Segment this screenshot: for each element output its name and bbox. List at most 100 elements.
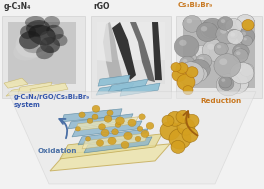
Ellipse shape <box>230 31 233 34</box>
Ellipse shape <box>46 25 64 39</box>
FancyBboxPatch shape <box>2 16 85 98</box>
FancyBboxPatch shape <box>183 20 255 88</box>
FancyBboxPatch shape <box>97 22 165 60</box>
Ellipse shape <box>221 78 225 82</box>
Ellipse shape <box>172 69 186 81</box>
Ellipse shape <box>237 28 255 44</box>
Ellipse shape <box>195 45 210 59</box>
FancyBboxPatch shape <box>91 16 171 98</box>
Ellipse shape <box>225 19 242 34</box>
Ellipse shape <box>107 110 113 116</box>
Ellipse shape <box>201 26 207 31</box>
Ellipse shape <box>229 32 234 36</box>
Polygon shape <box>18 82 52 94</box>
Polygon shape <box>112 22 136 80</box>
Ellipse shape <box>183 67 191 73</box>
Ellipse shape <box>40 37 60 53</box>
Ellipse shape <box>128 119 136 126</box>
Polygon shape <box>97 22 112 62</box>
Ellipse shape <box>171 63 181 72</box>
Ellipse shape <box>176 110 190 123</box>
Polygon shape <box>108 79 148 92</box>
Polygon shape <box>8 92 256 184</box>
Text: Oxidation: Oxidation <box>38 148 78 154</box>
Ellipse shape <box>229 76 237 82</box>
Ellipse shape <box>121 141 129 149</box>
Ellipse shape <box>108 137 116 145</box>
Ellipse shape <box>53 34 68 46</box>
Ellipse shape <box>202 18 223 38</box>
Ellipse shape <box>236 14 255 32</box>
Ellipse shape <box>230 33 235 37</box>
Ellipse shape <box>221 19 225 23</box>
Polygon shape <box>62 109 122 122</box>
Polygon shape <box>30 83 68 96</box>
Ellipse shape <box>92 114 98 119</box>
Ellipse shape <box>26 20 50 36</box>
Ellipse shape <box>240 18 245 22</box>
Polygon shape <box>6 86 36 96</box>
Ellipse shape <box>96 140 104 146</box>
Ellipse shape <box>243 38 247 40</box>
Ellipse shape <box>233 44 249 59</box>
Text: g-C₃N₄/rGO/Cs₃Bi₂Br₉
system: g-C₃N₄/rGO/Cs₃Bi₂Br₉ system <box>14 94 90 108</box>
Ellipse shape <box>98 124 105 130</box>
Text: Reduction: Reduction <box>200 98 241 104</box>
Ellipse shape <box>115 122 121 127</box>
Polygon shape <box>4 78 28 88</box>
Ellipse shape <box>229 22 234 26</box>
Ellipse shape <box>197 48 202 52</box>
Ellipse shape <box>19 31 41 49</box>
FancyBboxPatch shape <box>97 22 165 84</box>
Ellipse shape <box>169 129 191 149</box>
Ellipse shape <box>193 63 199 69</box>
Ellipse shape <box>176 63 188 74</box>
Polygon shape <box>84 137 152 153</box>
Polygon shape <box>82 133 148 149</box>
Ellipse shape <box>196 54 212 69</box>
Ellipse shape <box>219 58 227 65</box>
Polygon shape <box>98 75 130 86</box>
Ellipse shape <box>141 130 149 137</box>
Polygon shape <box>96 83 134 95</box>
Ellipse shape <box>241 31 246 36</box>
Ellipse shape <box>116 117 124 125</box>
Ellipse shape <box>16 26 54 58</box>
Ellipse shape <box>216 25 237 44</box>
Ellipse shape <box>177 74 195 90</box>
Ellipse shape <box>187 19 192 23</box>
Ellipse shape <box>36 45 54 59</box>
Ellipse shape <box>183 15 201 32</box>
Ellipse shape <box>160 122 180 140</box>
Ellipse shape <box>28 22 62 48</box>
Polygon shape <box>130 22 155 82</box>
FancyBboxPatch shape <box>176 16 262 98</box>
Ellipse shape <box>92 105 100 112</box>
Ellipse shape <box>79 112 85 118</box>
Polygon shape <box>75 117 138 131</box>
Text: Cs₃Bi₂Br₉: Cs₃Bi₂Br₉ <box>178 2 213 8</box>
Ellipse shape <box>44 16 60 28</box>
Ellipse shape <box>204 26 209 30</box>
Ellipse shape <box>237 78 249 89</box>
Ellipse shape <box>226 29 242 43</box>
Ellipse shape <box>222 80 227 83</box>
Polygon shape <box>60 134 162 159</box>
Ellipse shape <box>104 115 112 122</box>
Text: rGO: rGO <box>93 2 110 11</box>
Ellipse shape <box>40 31 60 45</box>
Ellipse shape <box>219 76 232 88</box>
Ellipse shape <box>76 127 81 131</box>
Ellipse shape <box>177 62 204 86</box>
Ellipse shape <box>185 114 199 127</box>
Ellipse shape <box>20 25 36 39</box>
Ellipse shape <box>183 59 187 63</box>
Ellipse shape <box>139 114 145 120</box>
Ellipse shape <box>162 115 174 126</box>
Polygon shape <box>103 22 122 80</box>
Ellipse shape <box>235 67 242 73</box>
Ellipse shape <box>13 40 43 60</box>
Ellipse shape <box>206 22 213 27</box>
Ellipse shape <box>177 119 195 135</box>
Ellipse shape <box>219 77 234 91</box>
